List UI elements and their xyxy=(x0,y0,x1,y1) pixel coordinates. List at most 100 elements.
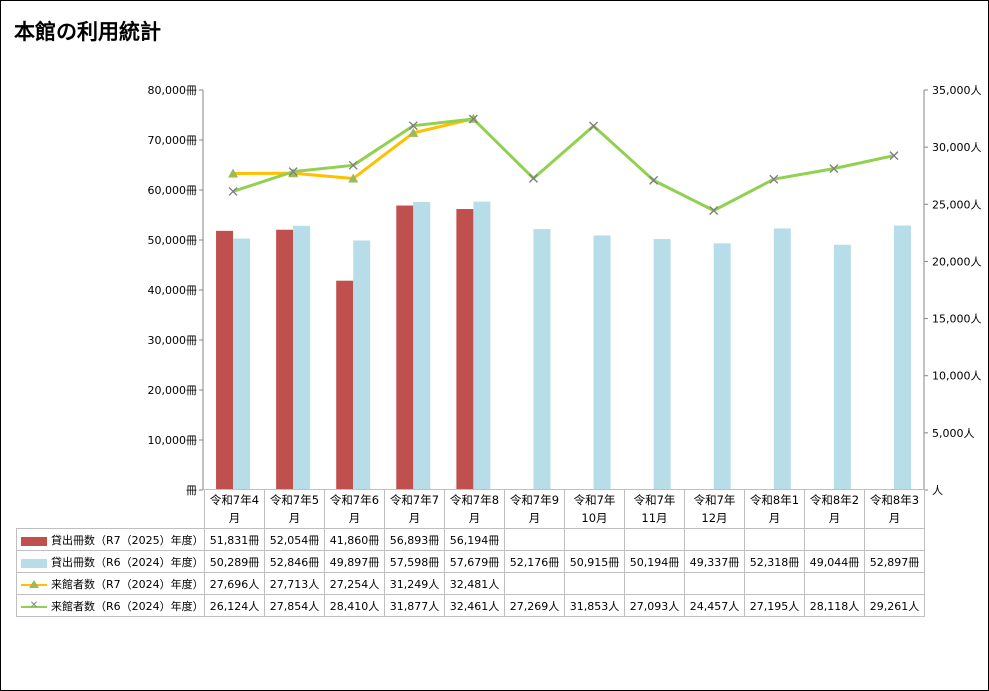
data-label: 50,289冊 xyxy=(204,550,265,573)
bar-r6-lending xyxy=(413,202,431,490)
data-label: 27,713人 xyxy=(264,572,325,595)
data-label: 32,481人 xyxy=(444,572,505,595)
right-tick-label: 15,000人 xyxy=(932,313,982,326)
line-layer xyxy=(228,113,899,215)
legend-entry: 来館者数（R7（2024）年度） xyxy=(16,572,205,595)
category-label: 令和7年7 月 xyxy=(384,489,445,529)
point-x-marker xyxy=(288,167,298,177)
point-x-marker xyxy=(589,121,599,131)
bar-r6-lending xyxy=(713,243,731,490)
data-label: 27,854人 xyxy=(264,594,325,617)
point-triangle-marker xyxy=(348,173,359,183)
bar-r6-lending xyxy=(533,229,551,490)
bar-r7-lending xyxy=(216,230,234,490)
bar-r7-lending xyxy=(456,209,474,490)
data-label: 50,194冊 xyxy=(624,550,685,573)
point-x-marker xyxy=(348,160,358,170)
data-table: 令和7年4 月令和7年5 月令和7年6 月令和7年7 月令和7年8 月令和7年9… xyxy=(16,489,925,617)
data-label xyxy=(804,528,865,551)
data-label: 27,696人 xyxy=(204,572,265,595)
data-label: 52,054冊 xyxy=(264,528,325,551)
bar-r6-lending xyxy=(773,228,791,490)
right-tick-label: 5,000人 xyxy=(932,427,975,440)
category-label: 令和7年9 月 xyxy=(504,489,565,529)
legend-key xyxy=(21,579,47,590)
data-label: 31,877人 xyxy=(384,594,445,617)
category-label: 令和8年1 月 xyxy=(744,489,805,529)
category-label: 令和8年2 月 xyxy=(804,489,865,529)
category-label: 令和7年4 月 xyxy=(204,489,265,529)
right-tick-label: 25,000人 xyxy=(932,198,982,211)
series-line-r7-visitors xyxy=(233,117,474,181)
point-triangle-marker xyxy=(228,168,239,178)
point-x-marker xyxy=(228,186,238,196)
data-label xyxy=(864,572,925,595)
right-tick-label: 10,000人 xyxy=(932,370,982,383)
data-label: 50,915冊 xyxy=(564,550,625,573)
data-label: 27,254人 xyxy=(324,572,385,595)
table-row: 貸出冊数（R6（2024）年度） 50,289冊 52,846冊 49,897冊 57,… xyxy=(16,550,925,573)
data-label: 52,176冊 xyxy=(504,550,565,573)
bar-r6-lending xyxy=(893,225,911,490)
category-label: 令和7年5 月 xyxy=(264,489,325,529)
data-label: 31,249人 xyxy=(384,572,445,595)
category-label: 令和7年 11月 xyxy=(624,489,685,529)
legend-key xyxy=(21,536,47,546)
bar-r7-lending xyxy=(336,280,354,490)
left-tick-label: 70,000冊 xyxy=(148,134,198,147)
series-line-r6-visitors xyxy=(232,117,895,212)
data-label xyxy=(564,528,625,551)
data-label: 57,679冊 xyxy=(444,550,505,573)
bar-r6-lending xyxy=(653,239,671,490)
legend-entry: 貸出冊数（R7（2025）年度） xyxy=(16,528,205,551)
point-x-marker xyxy=(468,114,478,124)
left-tick-label: 40,000冊 xyxy=(148,284,198,297)
bar-r6-lending xyxy=(353,240,371,490)
category-label: 令和7年8 月 xyxy=(444,489,505,529)
legend-entry: 貸出冊数（R6（2024）年度） xyxy=(16,550,205,573)
left-tick-label: 50,000冊 xyxy=(148,234,198,247)
left-tick-label: 10,000冊 xyxy=(148,434,198,447)
bar-r6-lending xyxy=(833,244,851,490)
data-label: 27,195人 xyxy=(744,594,805,617)
point-x-marker xyxy=(829,164,839,174)
right-tick-label: 人 xyxy=(932,484,943,497)
data-label: 49,897冊 xyxy=(324,550,385,573)
bar-layer xyxy=(216,201,911,491)
data-label: 31,853人 xyxy=(564,594,625,617)
data-label xyxy=(564,572,625,595)
data-label: 28,118人 xyxy=(804,594,865,617)
data-label: 56,893冊 xyxy=(384,528,445,551)
left-tick-label: 冊 xyxy=(186,484,197,497)
data-label xyxy=(744,528,805,551)
data-label xyxy=(684,528,745,551)
legend-label: 来館者数（R6（2024）年度） xyxy=(51,599,204,613)
table-row: 来館者数（R7（2024）年度） 27,696人 27,713人 27,254人 31,… xyxy=(16,572,925,595)
data-label xyxy=(684,572,745,595)
point-x-marker xyxy=(408,121,418,131)
data-label: 52,318冊 xyxy=(744,550,805,573)
category-label: 令和8年3 月 xyxy=(864,489,925,529)
point-x-marker xyxy=(528,173,538,183)
data-label xyxy=(744,572,805,595)
bar-r7-lending xyxy=(396,205,414,490)
data-label: 57,598冊 xyxy=(384,550,445,573)
data-label: 52,846冊 xyxy=(264,550,325,573)
right-tick-label: 35,000人 xyxy=(932,84,982,97)
category-label: 令和7年 10月 xyxy=(564,489,625,529)
bar-r6-lending xyxy=(473,201,491,491)
left-tick-label: 30,000冊 xyxy=(148,334,198,347)
legend-key xyxy=(21,558,47,568)
point-x-marker xyxy=(769,174,779,184)
right-tick-label: 20,000人 xyxy=(932,255,982,268)
left-tick-label: 20,000冊 xyxy=(148,384,198,397)
legend-entry: ✕ 来館者数（R6（2024）年度） xyxy=(16,594,205,617)
legend-key: ✕ xyxy=(21,600,47,612)
data-label: 51,831冊 xyxy=(204,528,265,551)
data-label: 32,461人 xyxy=(444,594,505,617)
data-label: 49,044冊 xyxy=(804,550,865,573)
legend-label: 貸出冊数（R7（2025）年度） xyxy=(51,533,204,547)
data-label: 27,093人 xyxy=(624,594,685,617)
data-label: 52,897冊 xyxy=(864,550,925,573)
